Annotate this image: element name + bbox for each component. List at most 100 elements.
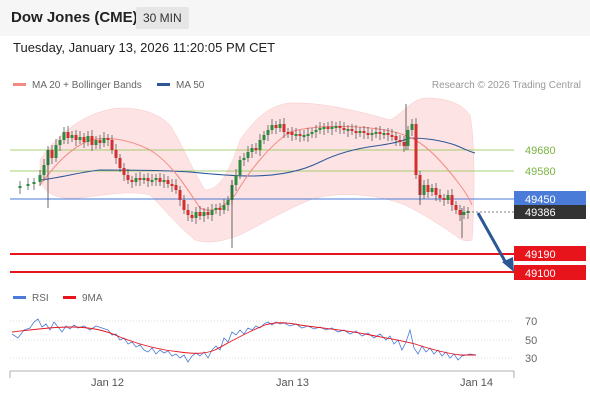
- candle-body: [215, 208, 218, 210]
- candle-body: [123, 168, 126, 175]
- rsi-line: [12, 319, 476, 362]
- candle-body: [111, 140, 114, 150]
- candle-body: [207, 212, 210, 215]
- candle-body: [431, 188, 434, 192]
- candle-body: [119, 158, 122, 168]
- candle-body: [155, 178, 158, 180]
- candle-body: [191, 215, 194, 218]
- candle-body: [319, 128, 322, 130]
- candle-body: [19, 186, 22, 188]
- rsi-tick-30: 30: [525, 353, 537, 365]
- candle-body: [127, 175, 130, 180]
- candle-body: [83, 137, 86, 142]
- candle-body: [243, 158, 246, 160]
- candle-body: [51, 150, 54, 158]
- candle-body: [459, 210, 462, 215]
- candle-body: [323, 127, 326, 129]
- candle-body: [179, 190, 182, 200]
- candle-body: [159, 178, 162, 182]
- rsi-tick-70: 70: [525, 316, 537, 328]
- candle-body: [359, 131, 362, 133]
- candle-body: [395, 136, 398, 140]
- candle-body: [223, 205, 226, 210]
- level-tag-49190: 49190: [514, 246, 586, 261]
- candle-body: [367, 133, 370, 135]
- x-label-jan13: Jan 13: [276, 377, 309, 389]
- level-tag-49450: 49450: [514, 191, 586, 206]
- candle-body: [371, 133, 374, 135]
- candle-body: [147, 178, 150, 181]
- candle-body: [115, 150, 118, 158]
- candle-body: [279, 124, 282, 128]
- candle-body: [271, 125, 274, 130]
- candle-body: [347, 129, 350, 131]
- candle-body: [439, 195, 442, 198]
- candle-body: [263, 135, 266, 140]
- projection-arrow: [478, 213, 506, 263]
- candle-body: [131, 180, 134, 182]
- candle-body: [427, 185, 430, 192]
- candle-body: [351, 129, 354, 131]
- candle-body: [415, 124, 418, 175]
- candle-body: [163, 180, 166, 182]
- rsi-ma-line: [12, 323, 476, 355]
- candle-body: [411, 124, 414, 130]
- candle-body: [451, 195, 454, 205]
- candle-body: [315, 130, 318, 132]
- candle-body: [467, 211, 470, 213]
- candle-body: [311, 132, 314, 134]
- candle-body: [67, 132, 70, 138]
- candle-body: [239, 160, 242, 175]
- candle-body: [203, 212, 206, 216]
- candle-body: [303, 135, 306, 137]
- candle-body: [299, 134, 302, 136]
- candle-body: [107, 138, 110, 140]
- candle-body: [295, 134, 298, 136]
- candle-body: [195, 212, 198, 218]
- candle-body: [211, 210, 214, 215]
- candle-body: [175, 185, 178, 190]
- candle-body: [455, 205, 458, 210]
- candle-body: [443, 198, 446, 200]
- candle-body: [187, 210, 190, 215]
- candle-body: [95, 140, 98, 145]
- candle-body: [71, 135, 74, 138]
- candle-body: [59, 140, 62, 145]
- candle-body: [103, 138, 106, 143]
- candle-body: [255, 148, 258, 150]
- x-label-jan14: Jan 14: [460, 377, 493, 389]
- candle-body: [151, 180, 154, 182]
- level-label-49580: 49580: [525, 166, 556, 178]
- level-label-49450: 49450: [525, 194, 556, 206]
- candle-body: [219, 208, 222, 210]
- candle-body: [363, 131, 366, 133]
- candle-body: [259, 140, 262, 150]
- candle-body: [143, 178, 146, 180]
- candle-body: [343, 128, 346, 130]
- candle-body: [251, 148, 254, 152]
- candle-body: [291, 132, 294, 135]
- candle-body: [33, 182, 36, 184]
- candle-body: [423, 185, 426, 195]
- candle-body: [39, 175, 42, 182]
- rsi-tick-50: 50: [525, 335, 537, 347]
- candle-body: [327, 127, 330, 129]
- candle-body: [55, 145, 58, 158]
- candle-body: [331, 127, 334, 129]
- candle-body: [383, 133, 386, 135]
- candle-body: [171, 184, 174, 186]
- candle-body: [379, 132, 382, 134]
- level-tag-49580: 49580: [525, 166, 556, 178]
- candle-body: [63, 132, 66, 140]
- candle-body: [287, 132, 290, 134]
- candle-body: [399, 140, 402, 142]
- candle-body: [463, 212, 466, 215]
- level-label-49386: 49386: [525, 207, 556, 219]
- level-tag-49100: 49100: [514, 265, 586, 280]
- candle-body: [167, 180, 170, 184]
- candle-body: [183, 200, 186, 210]
- candle-body: [75, 135, 78, 140]
- candle-body: [447, 195, 450, 200]
- candle-body: [99, 140, 102, 143]
